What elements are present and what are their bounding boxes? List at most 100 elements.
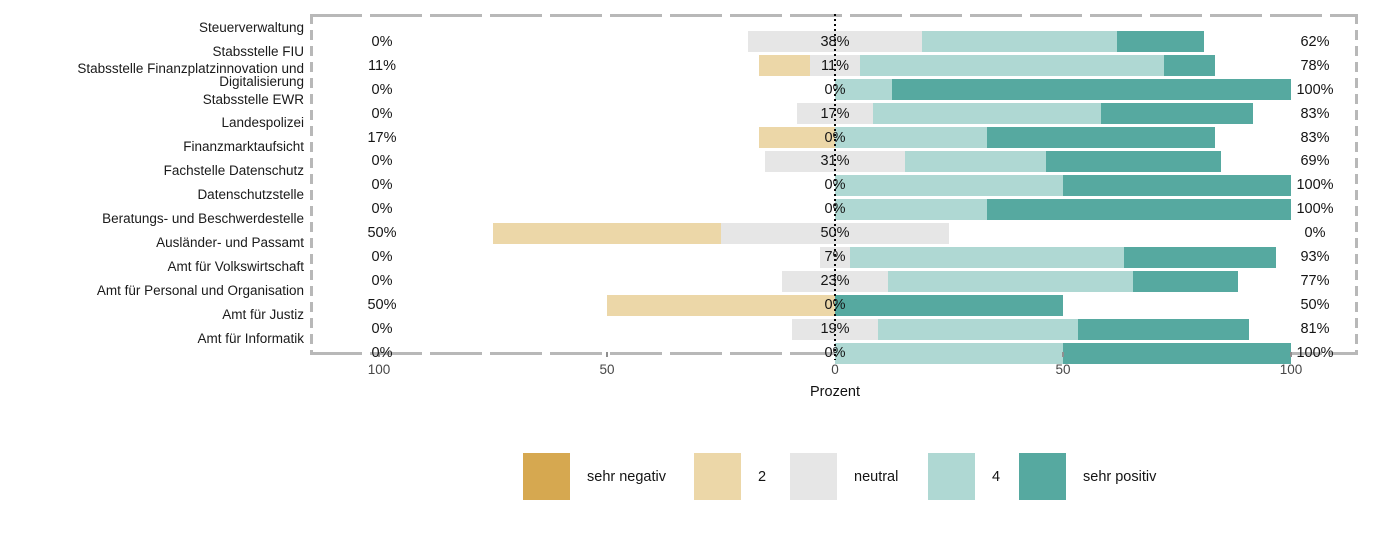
bar-row bbox=[835, 174, 1291, 196]
legend-item: 2 bbox=[694, 453, 766, 500]
legend-swatch-sehr-negativ bbox=[523, 453, 570, 500]
bar-row bbox=[819, 246, 1276, 268]
value-label-neutral: 23% bbox=[820, 273, 850, 290]
bar-segment-sehr-positiv bbox=[1132, 270, 1239, 292]
x-axis-tick-label: 50 bbox=[599, 362, 615, 377]
value-label-neutral: 0% bbox=[824, 81, 846, 98]
value-label-negative: 0% bbox=[371, 105, 393, 122]
value-label-positive: 100% bbox=[1296, 201, 1334, 218]
bar-row bbox=[493, 222, 949, 244]
category-label: Landespolizei bbox=[221, 115, 304, 131]
legend-item: sehr positiv bbox=[1019, 453, 1156, 500]
bar-segment-sehr-positiv bbox=[1063, 342, 1291, 364]
value-label-positive: 78% bbox=[1300, 57, 1330, 74]
value-label-neutral: 0% bbox=[824, 345, 846, 362]
value-label-neutral: 19% bbox=[820, 321, 850, 338]
legend-label: sehr negativ bbox=[587, 468, 666, 485]
category-label: Amt für Justiz bbox=[222, 307, 304, 323]
value-label-negative: 0% bbox=[371, 81, 393, 98]
bar-row bbox=[607, 294, 1063, 316]
x-axis-tick bbox=[1290, 352, 1292, 357]
value-label-neutral: 50% bbox=[820, 225, 850, 242]
value-label-positive: 81% bbox=[1300, 321, 1330, 338]
x-axis-tick bbox=[1062, 352, 1064, 357]
category-label: Beratungs- und Beschwerdestelle bbox=[102, 211, 304, 227]
category-label: Stabsstelle FIU bbox=[212, 43, 304, 59]
value-label-positive: 62% bbox=[1300, 33, 1330, 50]
bar-row bbox=[782, 270, 1239, 292]
value-label-neutral: 0% bbox=[824, 201, 846, 218]
bar-segment-2 bbox=[759, 55, 810, 77]
category-axis: Steuerverwaltung Stabsstelle FIU Stabsstel… bbox=[0, 14, 304, 355]
legend-swatch-4 bbox=[928, 453, 975, 500]
bar-row bbox=[758, 127, 1215, 148]
value-label-neutral: 0% bbox=[824, 129, 846, 146]
value-label-positive: 100% bbox=[1296, 345, 1334, 362]
bar-segment-sehr-positiv bbox=[1164, 55, 1216, 77]
bar-segment-sehr-positiv bbox=[986, 198, 1291, 220]
value-label-neutral: 17% bbox=[820, 105, 850, 122]
value-label-negative: 0% bbox=[371, 201, 393, 218]
value-label-negative: 0% bbox=[371, 177, 393, 194]
value-label-negative: 0% bbox=[371, 345, 393, 362]
value-label-positive: 69% bbox=[1300, 153, 1330, 170]
bar-segment-4 bbox=[835, 342, 1063, 364]
category-label: Stabsstelle Finanzplatzinnovation und Di… bbox=[77, 61, 304, 90]
bar-segment-sehr-positiv bbox=[1101, 103, 1253, 125]
bar-segment-sehr-positiv bbox=[1063, 174, 1291, 196]
value-label-neutral: 38% bbox=[820, 33, 850, 50]
x-axis-tick bbox=[378, 352, 380, 357]
bar-segment-2 bbox=[607, 294, 835, 316]
value-label-negative: 0% bbox=[371, 153, 393, 170]
x-axis-tick-label: 0 bbox=[831, 362, 839, 377]
plot-border-right bbox=[1355, 14, 1358, 355]
bar-segment-4 bbox=[835, 79, 892, 101]
legend-label: sehr positiv bbox=[1083, 468, 1157, 485]
plot-border-left bbox=[310, 14, 313, 355]
value-label-neutral: 0% bbox=[824, 177, 846, 194]
bar-row bbox=[792, 318, 1249, 340]
bar-segment-4 bbox=[850, 246, 1124, 268]
value-label-positive: 50% bbox=[1300, 297, 1330, 314]
legend-label: neutral bbox=[854, 468, 899, 485]
value-label-positive: 83% bbox=[1300, 129, 1330, 146]
value-label-neutral: 0% bbox=[824, 297, 846, 314]
value-label-negative: 11% bbox=[368, 57, 396, 74]
category-label: Ausländer- und Passamt bbox=[156, 235, 304, 251]
value-label-positive: 0% bbox=[1304, 225, 1326, 242]
legend-swatch-sehr-positiv bbox=[1019, 453, 1066, 500]
category-label: Fachstelle Datenschutz bbox=[163, 163, 304, 179]
value-label-neutral: 31% bbox=[820, 153, 850, 170]
bar-segment-4 bbox=[921, 31, 1118, 53]
x-axis-tick-label: 100 bbox=[367, 362, 391, 377]
value-label-negative: 0% bbox=[371, 33, 393, 50]
legend-label: 2 bbox=[758, 468, 767, 485]
bar-segment-sehr-positiv bbox=[1077, 318, 1249, 340]
bar-segment-4 bbox=[860, 55, 1165, 77]
category-label: Stabsstelle EWR bbox=[202, 91, 304, 107]
value-label-neutral: 11% bbox=[821, 57, 849, 74]
bar-row bbox=[764, 150, 1222, 172]
bar-segment-sehr-positiv bbox=[835, 294, 1063, 316]
x-axis-tick-label: 100 bbox=[1279, 362, 1303, 377]
value-label-negative: 50% bbox=[367, 297, 397, 314]
bar-segment-2 bbox=[493, 222, 721, 244]
bar-segment-4 bbox=[834, 127, 987, 148]
legend-item: sehr negativ bbox=[523, 453, 666, 500]
category-label: Amt für Personal und Organisation bbox=[96, 283, 304, 299]
value-label-neutral: 7% bbox=[824, 249, 846, 266]
value-label-positive: 100% bbox=[1296, 177, 1334, 194]
x-axis-title: Prozent bbox=[810, 384, 860, 400]
bar-segment-sehr-positiv bbox=[986, 127, 1215, 148]
value-label-negative: 0% bbox=[371, 321, 393, 338]
bar-segment-4 bbox=[835, 174, 1063, 196]
bar-segment-4 bbox=[905, 150, 1046, 172]
legend-swatch-2 bbox=[694, 453, 741, 500]
category-label: Steuerverwaltung bbox=[198, 19, 304, 35]
bar-segment-2 bbox=[758, 127, 835, 148]
category-label: Amt für Informatik bbox=[197, 331, 304, 347]
value-label-positive: 77% bbox=[1300, 273, 1330, 290]
legend-item: 4 bbox=[928, 453, 1000, 500]
value-label-negative: 0% bbox=[371, 273, 393, 290]
